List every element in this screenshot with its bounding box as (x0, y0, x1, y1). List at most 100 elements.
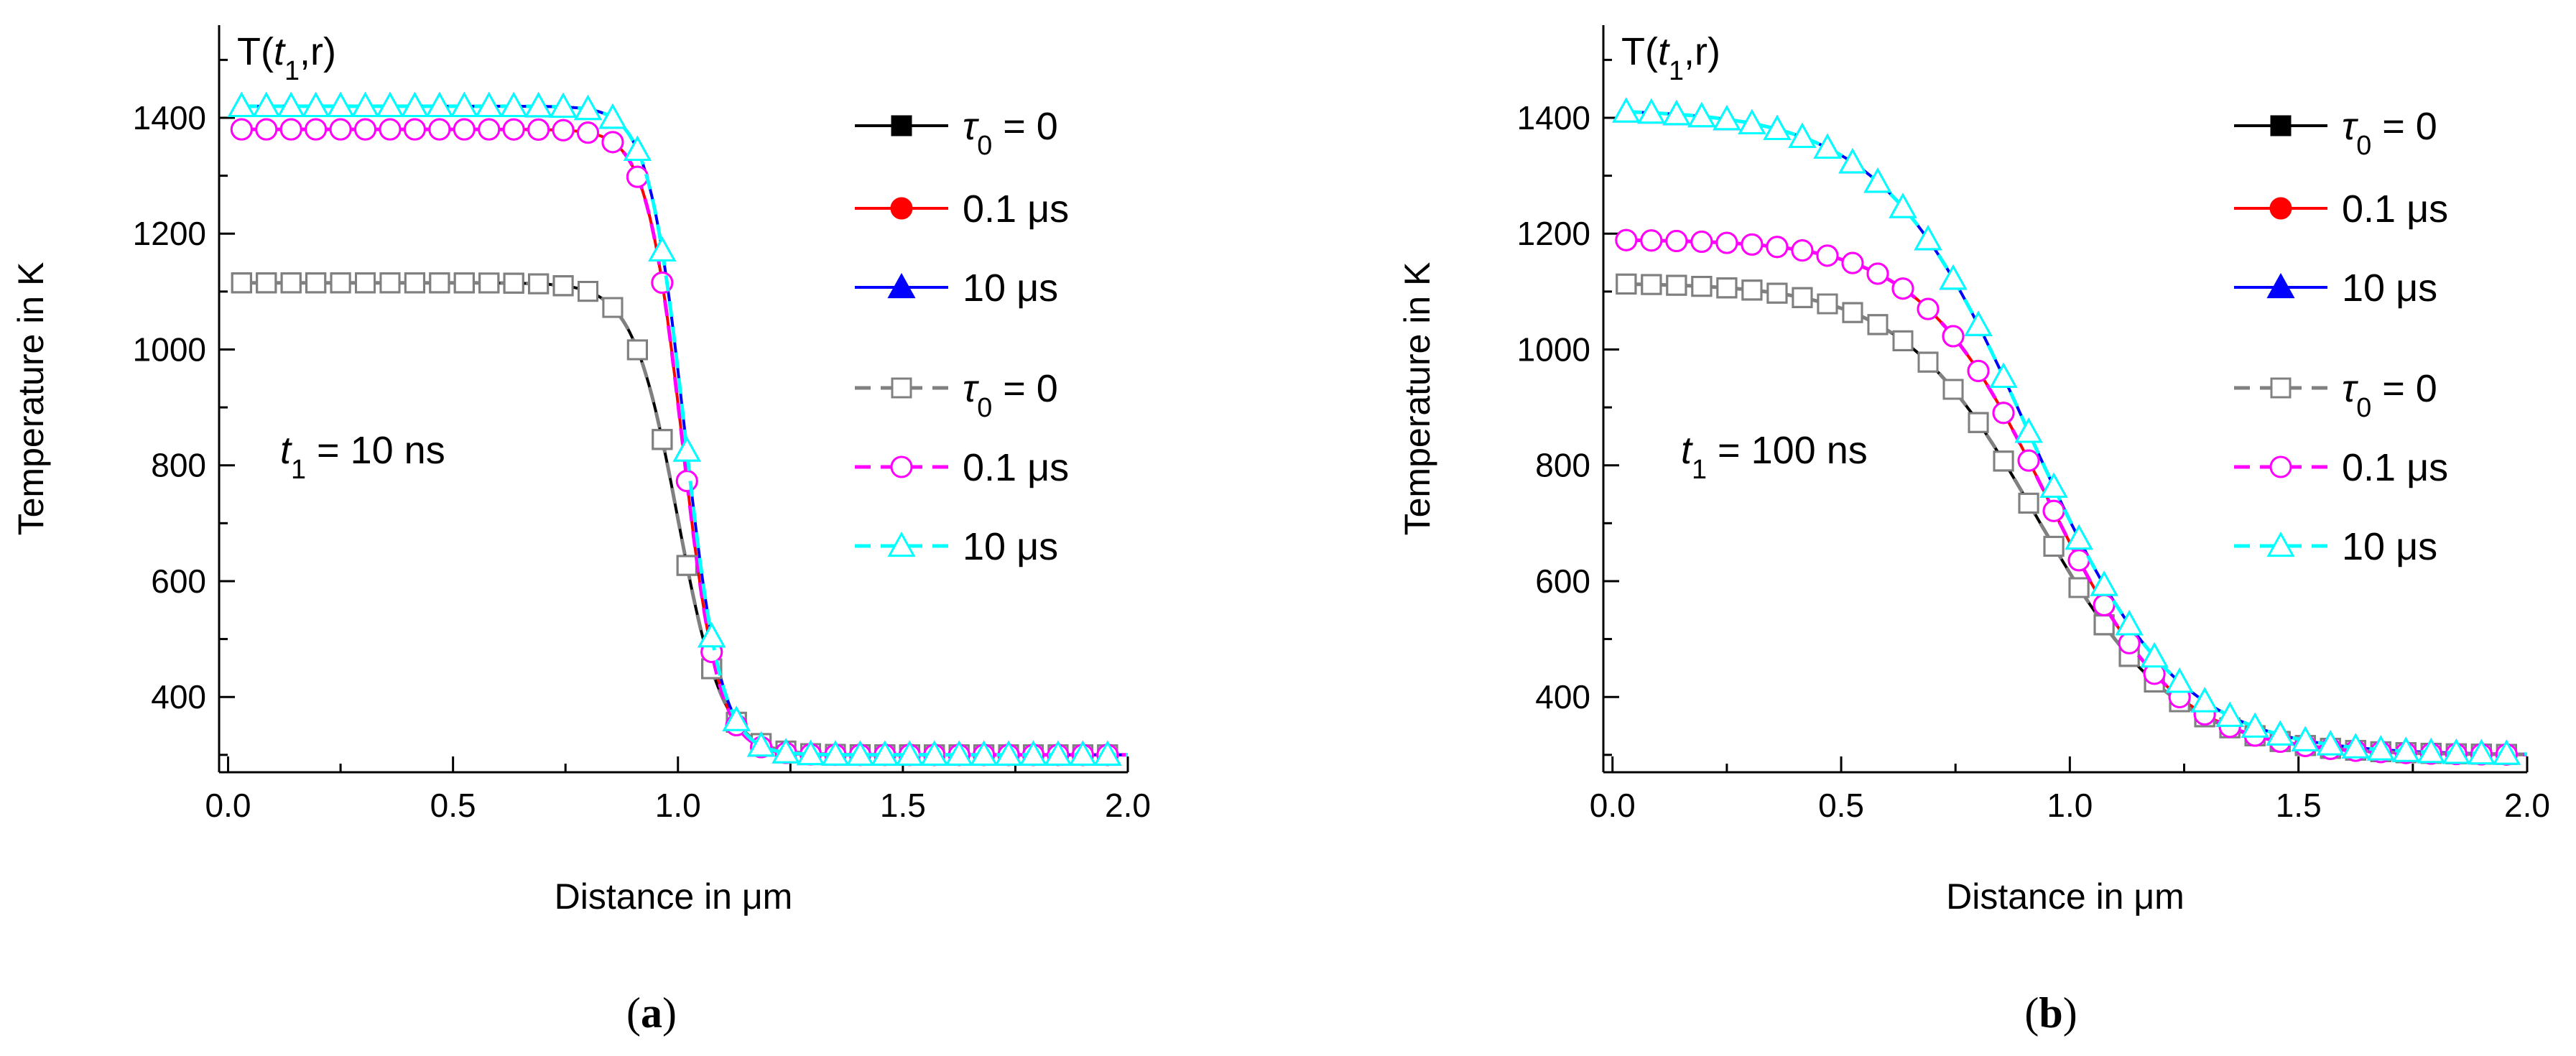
data-point (277, 91, 305, 117)
data-point (379, 272, 401, 294)
data-point (1093, 740, 1122, 766)
x-tick-label: 0.0 (205, 787, 251, 824)
x-tick-label: 2.0 (1105, 787, 1151, 824)
data-point (1889, 193, 1917, 218)
data-point (2165, 667, 2194, 693)
data-point (2241, 712, 2269, 738)
data-point (1867, 314, 1889, 335)
x-axis-title: Distance in μm (555, 876, 793, 917)
data-point (1637, 98, 1666, 124)
series-line (241, 281, 1128, 756)
data-point (1842, 302, 1863, 323)
data-point (672, 436, 701, 462)
data-point (400, 91, 429, 117)
data-point (2018, 492, 2039, 514)
data-point (602, 297, 624, 318)
data-point (920, 740, 949, 766)
data-point (1891, 277, 1914, 300)
data-point (2014, 417, 2043, 443)
series-3 (1616, 273, 2527, 765)
y-tick-label: 1400 (133, 99, 206, 136)
data-point (1917, 297, 1940, 320)
data-point (573, 94, 603, 121)
data-point (503, 272, 524, 294)
data-point (1967, 359, 1990, 382)
legend-marker (2266, 531, 2295, 557)
legend-label: τ0 = 0 (963, 105, 1058, 161)
series-5 (227, 91, 1128, 766)
data-point (2316, 730, 2345, 756)
data-point (2065, 524, 2093, 550)
data-point (475, 91, 504, 117)
data-point (478, 272, 500, 294)
series-0 (1616, 273, 2527, 765)
x-tick-label: 0.5 (430, 787, 476, 824)
legend-label: 0.1 μs (963, 187, 1069, 231)
data-point (2341, 733, 2370, 759)
legend-label: 10 μs (963, 525, 1058, 568)
data-point (2467, 738, 2496, 765)
data-point (1738, 108, 1766, 135)
x-tick-label: 1.5 (2276, 787, 2322, 824)
data-point (698, 622, 726, 648)
series-line (1626, 282, 2527, 756)
data-point (1068, 740, 1097, 766)
legend-label: 10 μs (2342, 525, 2437, 568)
data-point (376, 91, 404, 117)
data-point (2140, 642, 2169, 668)
legend-marker (890, 197, 913, 220)
legend-marker (887, 531, 916, 557)
data-point (2442, 738, 2470, 764)
data-point (2190, 687, 2219, 713)
data-point (747, 731, 776, 757)
data-point (2115, 610, 2144, 636)
y-tick-label: 800 (151, 447, 206, 484)
data-point (1939, 264, 1968, 290)
x-tick-label: 1.0 (2047, 787, 2093, 824)
data-point (1892, 330, 1914, 351)
y-tick-label: 1400 (1517, 99, 1590, 136)
data-point (499, 91, 528, 118)
data-point (821, 740, 850, 766)
data-point (2215, 701, 2244, 727)
data-point (305, 272, 327, 294)
time-annotation: t1 = 100 ns (1681, 429, 1868, 485)
data-point (279, 118, 302, 141)
data-point (623, 135, 652, 161)
data-point (1968, 412, 1989, 433)
data-point (648, 236, 677, 262)
data-point (598, 103, 627, 129)
legend-label: 0.1 μs (963, 446, 1069, 489)
data-point (1838, 148, 1867, 174)
series-line (241, 281, 1128, 757)
data-point (2118, 631, 2141, 654)
data-point (1792, 287, 1813, 308)
data-point (1616, 273, 1637, 295)
data-point (1942, 379, 1964, 400)
data-point (895, 740, 924, 766)
x-tick-label: 2.0 (2504, 787, 2550, 824)
series-line (1626, 238, 2527, 756)
data-point (970, 740, 999, 766)
data-point (552, 119, 575, 142)
series-3 (231, 272, 1128, 766)
data-point (1641, 274, 1662, 295)
data-point (330, 272, 351, 294)
y-tick-label: 600 (151, 562, 206, 600)
legend-marker (891, 377, 912, 399)
data-point (676, 555, 698, 576)
data-point (1993, 450, 2014, 472)
data-point (2093, 593, 2116, 616)
data-point (2090, 570, 2118, 596)
data-point (404, 272, 425, 294)
x-tick-label: 1.5 (880, 787, 926, 824)
data-point (403, 118, 426, 141)
data-point (626, 165, 649, 188)
data-point (1791, 239, 1814, 262)
data-point (1989, 362, 2018, 388)
data-point (652, 429, 673, 450)
legend-marker (2269, 197, 2292, 220)
y-tick-label: 400 (1535, 678, 1590, 715)
